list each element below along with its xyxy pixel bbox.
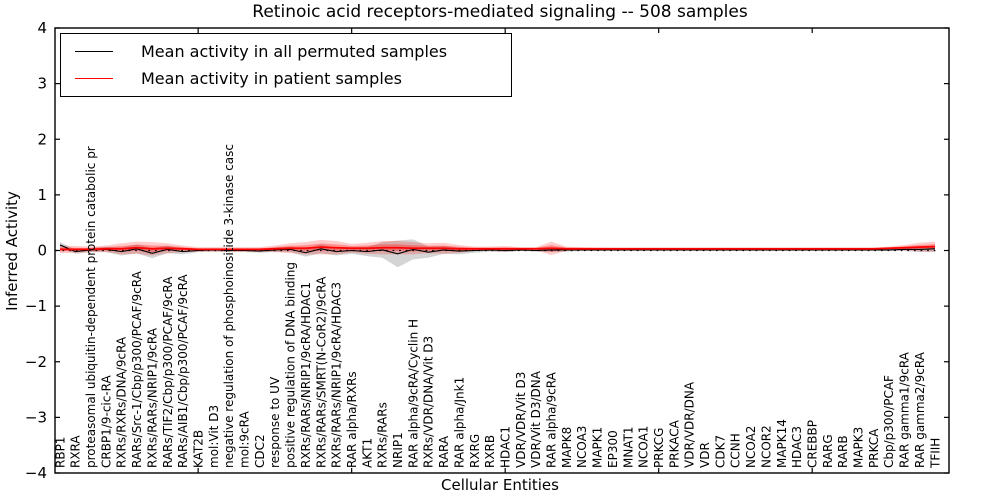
x-category-label: NCOA3 [575,426,589,468]
x-category-label: MNAT1 [621,426,635,468]
x-category-label: KAT2B [191,430,205,468]
y-tick-label: 0 [37,242,47,260]
x-category-label: NCOA1 [637,426,651,468]
x-category-label: RBP1 [53,437,67,468]
x-category-label: Cbp/p300/PCAF [882,375,896,468]
x-category-label: PRKCA [867,428,881,468]
x-category-label: mol:Vit D3 [207,405,221,468]
legend-label: Mean activity in all permuted samples [141,42,448,61]
x-category-label: RARs/Src-1/Cbp/p300/PCAF/9cRA [130,270,144,468]
x-category-label: AKT1 [360,438,374,468]
x-category-label: EP300 [606,430,620,468]
legend: Mean activity in all permuted samples Me… [60,33,512,97]
legend-item: Mean activity in all permuted samples [61,42,511,61]
patient-mean-line [60,245,936,251]
x-category-label: HDAC3 [790,426,804,468]
legend-line-sample-permuted [75,51,113,52]
x-category-label: RARA [437,435,451,468]
x-category-label: PRKACA [667,419,681,468]
x-category-label: RXRs/VDR/DNA/Vit D3 [422,336,436,468]
x-category-label: RXRB [483,435,497,468]
x-category-label: mol:9cRA [238,411,252,468]
x-axis-label: Cellular Entities [441,476,559,494]
legend-label: Mean activity in patient samples [141,69,402,88]
x-category-label: PRKCG [652,428,666,468]
x-category-label: RAR alpha/Jnk1 [452,377,466,468]
x-category-label: RXRs/RARs/SMRT(N-CoR2)/9cRA [314,276,328,468]
y-tick-label: −4 [25,464,47,482]
x-category-label: RAR alpha/9cRA [545,371,559,468]
y-tick-label: 4 [37,19,47,37]
y-tick-label: −3 [25,408,47,426]
y-tick-label: −1 [25,297,47,315]
x-category-label: MAPK8 [560,427,574,468]
x-category-label: MAPK14 [775,419,789,468]
x-category-label: NCOA2 [744,426,758,468]
x-category-label: CDC2 [253,434,267,468]
x-category-label: RARB [836,435,850,468]
x-category-label: RARs/AIB1/Cbp/p300/PCAF/9cRA [176,274,190,468]
y-tick-label: −2 [25,353,47,371]
x-category-label: response to UV [268,376,282,468]
permuted-confidence-band [60,239,935,268]
x-category-label: MAPK1 [591,427,605,468]
chart-title: Retinoic acid receptors-mediated signali… [252,2,748,22]
x-category-label: RXRs/RXRs/DNA/9cRA [115,336,129,468]
x-category-label: NCOR2 [759,425,773,468]
x-category-label: RXRG [468,434,482,468]
y-tick-label: 3 [37,75,47,93]
x-category-label: RARs/TIF2/Cbp/p300/PCAF/9cRA [161,276,175,468]
x-category-label: proteasomal ubiquitin-dependent protein … [84,146,98,468]
x-category-label: RAR gamma2/9cRA [913,351,927,468]
x-category-label: TFIIH [928,438,942,469]
x-category-label: CRBP1/9-cic-RA [99,374,113,468]
y-tick-label: 2 [37,130,47,148]
x-category-label: MAPK3 [852,427,866,468]
x-category-label: VDR [698,442,712,468]
x-category-label: RXRA [69,435,83,468]
x-category-label: VDR/Vit D3/DNA [529,370,543,468]
x-category-label: CREBBP [805,420,819,468]
x-category-label: RXRs/RARs/NRIP1/9cRA/HDAC1 [299,282,313,468]
x-category-label: negative regulation of phosphoinositide … [222,144,236,468]
x-category-label: RARG [821,434,835,468]
x-category-label: RXRs/RARs [376,402,390,468]
x-category-label: RXRs/RARs/NRIP1/9cRA [145,327,159,468]
patient-confidence-band-outer [60,239,935,256]
x-category-label: RXRs/RARs/NRIP1/9cRA/HDAC3 [330,282,344,468]
x-category-label: positive regulation of DNA binding [284,262,298,468]
x-category-label: NRIP1 [391,432,405,468]
y-tick-label: 1 [37,186,47,204]
legend-line-sample-patient [75,78,113,79]
x-category-label: VDR/VDR/Vit D3 [514,372,528,468]
x-category-label: CCNH [729,433,743,468]
x-category-label: HDAC1 [498,426,512,468]
x-category-label: VDR/VDR/DNA [683,381,697,468]
x-category-label: RAR alpha/RXRs [345,371,359,468]
x-category-label: CDK7 [713,435,727,468]
x-category-label: RAR alpha/9cRA/Cyclin H [406,319,420,468]
legend-item: Mean activity in patient samples [61,69,511,88]
x-category-label: RAR gamma1/9cRA [898,351,912,468]
